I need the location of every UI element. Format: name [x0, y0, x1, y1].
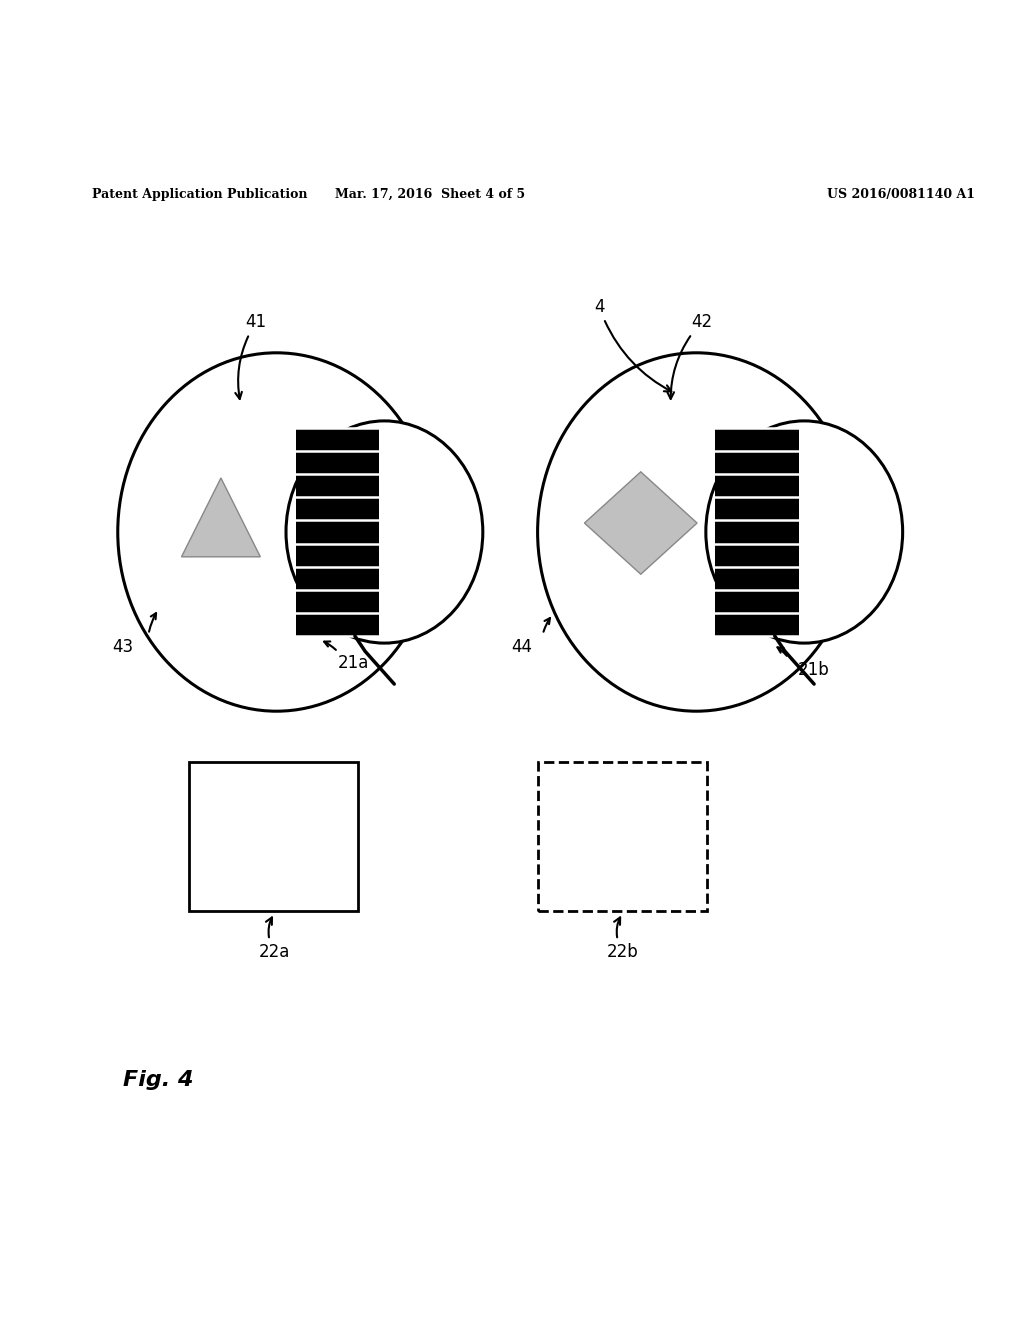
Text: 22b: 22b: [606, 917, 639, 961]
Text: 43: 43: [113, 638, 133, 656]
FancyBboxPatch shape: [189, 763, 358, 911]
Ellipse shape: [118, 352, 435, 711]
Text: 42: 42: [668, 313, 712, 399]
FancyBboxPatch shape: [538, 763, 707, 911]
Text: 41: 41: [236, 313, 266, 399]
Text: Fig. 4: Fig. 4: [123, 1069, 194, 1090]
Text: Mar. 17, 2016  Sheet 4 of 5: Mar. 17, 2016 Sheet 4 of 5: [335, 187, 525, 201]
Polygon shape: [181, 478, 260, 557]
Text: Patent Application Publication: Patent Application Publication: [92, 187, 307, 201]
Polygon shape: [716, 428, 800, 636]
Ellipse shape: [286, 421, 483, 643]
Text: 21b: 21b: [798, 661, 830, 680]
Text: US 2016/0081140 A1: US 2016/0081140 A1: [827, 187, 975, 201]
Text: 44: 44: [512, 638, 532, 656]
Text: 21a: 21a: [338, 655, 369, 672]
Ellipse shape: [538, 352, 855, 711]
Polygon shape: [585, 471, 697, 574]
Polygon shape: [296, 428, 380, 636]
Ellipse shape: [706, 421, 903, 643]
Text: 22a: 22a: [259, 917, 290, 961]
Text: 4: 4: [594, 298, 672, 392]
